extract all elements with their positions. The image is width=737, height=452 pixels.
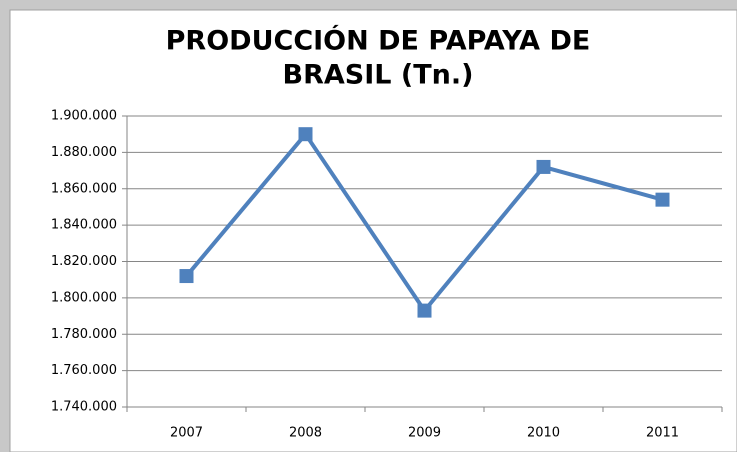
y-tick-label: 1.780.000 — [51, 327, 117, 342]
x-tick-label: 2008 — [289, 426, 322, 441]
chart-frame — [9, 9, 737, 452]
chart-title: PRODUCCIÓN DE PAPAYA DE — [166, 25, 591, 57]
y-tick-label: 1.740.000 — [51, 400, 117, 415]
data-point — [536, 159, 551, 174]
chart-title: BRASIL (Tn.) — [283, 60, 474, 91]
y-tick-label: 1.840.000 — [51, 218, 117, 233]
y-tick-label: 1.800.000 — [51, 290, 117, 305]
y-tick-label: 1.900.000 — [51, 109, 117, 124]
x-tick-label: 2009 — [408, 426, 441, 441]
data-point — [655, 192, 670, 207]
data-point — [298, 127, 313, 142]
y-tick-label: 1.860.000 — [51, 181, 117, 196]
y-tick-label: 1.760.000 — [51, 363, 117, 378]
x-tick-label: 2011 — [646, 426, 679, 441]
y-tick-label: 1.880.000 — [51, 145, 117, 160]
y-tick-label: 1.820.000 — [51, 254, 117, 269]
x-tick-label: 2010 — [527, 426, 560, 441]
data-point — [179, 269, 194, 284]
data-point — [417, 303, 432, 318]
x-tick-label: 2007 — [170, 426, 203, 441]
